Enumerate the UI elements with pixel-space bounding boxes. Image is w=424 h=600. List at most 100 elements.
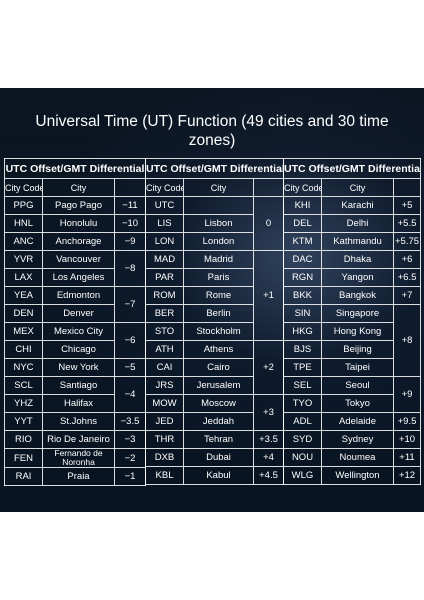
city-name: Jeddah xyxy=(183,412,254,431)
utc-offset: −11 xyxy=(113,196,147,215)
city-code: MAD xyxy=(145,250,184,269)
city-name: Beijing xyxy=(321,340,394,359)
offset-header: UTC Offset/GMT Differential xyxy=(3,158,147,179)
city-name: Berlin xyxy=(183,304,254,323)
utc-offset: −10 xyxy=(113,214,147,233)
city-code: RIO xyxy=(4,430,43,449)
table-row: MOW Moscow +3 xyxy=(145,394,285,431)
city-code: ATH xyxy=(145,340,184,359)
city-name: Athens xyxy=(183,340,254,359)
city-name: Dubai xyxy=(183,448,254,467)
city-code: LON xyxy=(145,232,184,251)
city-code: JRS xyxy=(145,376,184,395)
city-code-header: City Code xyxy=(145,178,184,197)
utc-offset: −4 xyxy=(113,376,147,413)
table-row: TYO Tokyo xyxy=(283,394,421,413)
city-name: Dhaka xyxy=(321,250,394,269)
utc-offset: +7 xyxy=(392,286,422,305)
city-code: NYC xyxy=(4,358,43,377)
table-row: YHZ Halifax xyxy=(4,394,146,413)
city-name: Sydney xyxy=(321,430,394,449)
table-row: CAI Cairo xyxy=(145,358,284,377)
table-row: NYC New York −5 xyxy=(4,358,147,377)
table-row: ATH Athens +2 xyxy=(145,340,285,395)
city-name: Wellington xyxy=(321,466,394,485)
city-code: SEL xyxy=(283,376,322,395)
city-name: Noumea xyxy=(321,448,394,467)
city-name: Anchorage xyxy=(42,232,115,251)
utc-offset: +4 xyxy=(252,448,285,467)
utc-offset: +10 xyxy=(392,430,422,449)
table-row: MAD Madrid +1 xyxy=(145,250,285,341)
city-name: Pago Pago xyxy=(42,196,115,215)
table-row: WLG Wellington +12 xyxy=(283,466,422,485)
table-row: BJS Beijing xyxy=(283,340,421,359)
table-row: LIS Lisbon xyxy=(145,214,284,233)
utc-offset: −8 xyxy=(113,250,147,287)
city-name: Paris xyxy=(183,268,254,287)
table-row: RIO Rio De Janeiro −3 xyxy=(4,430,147,449)
city-code: ADL xyxy=(283,412,322,431)
city-name: London xyxy=(183,232,254,251)
city-code-header: City Code xyxy=(283,178,322,197)
city-name: Kathmandu xyxy=(321,232,394,251)
utc-offset: +2 xyxy=(252,340,285,395)
utc-offset: −7 xyxy=(113,286,147,323)
city-name: Rome xyxy=(183,286,254,305)
city-name: Chicago xyxy=(42,340,115,359)
table-row: RAI Praia −1 xyxy=(4,467,147,486)
city-name: Vancouver xyxy=(42,250,115,269)
city-code: MEX xyxy=(4,322,43,341)
city-code: UTC xyxy=(145,196,184,215)
city-name: Tehran xyxy=(183,430,254,449)
table-row: HKG Hong Kong xyxy=(283,322,421,341)
table-row: SYD Sydney +10 xyxy=(283,430,422,449)
city-name: Fernando de Noronha xyxy=(42,448,115,468)
city-header: City xyxy=(321,178,394,197)
table-row: ROM Rome xyxy=(145,286,284,305)
city-code: SYD xyxy=(283,430,322,449)
city-name: Adelaide xyxy=(321,412,394,431)
city-name: Kabul xyxy=(183,466,254,485)
utc-offset: +6 xyxy=(392,250,422,269)
timezone-panel: Universal Time (UT) Function (49 cities … xyxy=(0,88,424,512)
utc-offset: −3 xyxy=(113,430,147,449)
city-name: New York xyxy=(42,358,115,377)
table-row: ADL Adelaide +9.5 xyxy=(283,412,422,431)
city-name: Madrid xyxy=(183,250,254,269)
city-code: LAX xyxy=(4,268,43,287)
city-name: Bangkok xyxy=(321,286,394,305)
city-name: Delhi xyxy=(321,214,394,233)
city-name: Halifax xyxy=(42,394,115,413)
table-row: BKK Bangkok +7 xyxy=(283,286,422,305)
utc-offset: +3 xyxy=(252,394,285,431)
utc-offset: +5.5 xyxy=(392,214,422,233)
city-code: DEN xyxy=(4,304,43,323)
city-name: Yangon xyxy=(321,268,394,287)
city-code: BKK xyxy=(283,286,322,305)
city-code: RGN xyxy=(283,268,322,287)
city-name: Jerusalem xyxy=(183,376,254,395)
offset-header-blank xyxy=(252,178,285,197)
city-name: St.Johns xyxy=(42,412,115,431)
offset-header: UTC Offset/GMT Differential xyxy=(282,158,422,179)
utc-offset: +4.5 xyxy=(252,466,285,485)
city-code: SIN xyxy=(283,304,322,323)
table-row: SIN Singapore +8 xyxy=(283,304,422,377)
city-code: KTM xyxy=(283,232,322,251)
utc-offset: +12 xyxy=(392,466,422,485)
city-name: Mexico City xyxy=(42,322,115,341)
city-code: ANC xyxy=(4,232,43,251)
city-code: ROM xyxy=(145,286,184,305)
city-code: KHI xyxy=(283,196,322,215)
utc-offset: −6 xyxy=(113,322,147,359)
table-row: FEN Fernando de Noronha −2 xyxy=(4,448,147,468)
city-code: FEN xyxy=(4,448,43,468)
city-code: DAC xyxy=(283,250,322,269)
city-code: MOW xyxy=(145,394,184,413)
table-row: UTC 0 xyxy=(145,196,285,251)
city-code: LIS xyxy=(145,214,184,233)
table-row: YVR Vancouver −8 xyxy=(4,250,147,287)
city-code: TYO xyxy=(283,394,322,413)
city-name: Cairo xyxy=(183,358,254,377)
